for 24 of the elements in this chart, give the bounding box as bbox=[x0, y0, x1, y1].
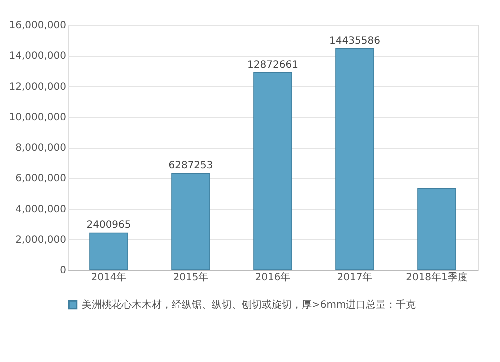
bar bbox=[90, 232, 128, 270]
y-tick-label: 12,000,000 bbox=[9, 82, 66, 93]
bar bbox=[172, 173, 210, 270]
legend-label: 美洲桃花心木木材，经纵锯、纵切、刨切或旋切，厚>6mm进口总量：千克 bbox=[82, 299, 416, 311]
y-tick-label: 4,000,000 bbox=[16, 204, 66, 216]
y-tick-label: 14,000,000 bbox=[9, 51, 66, 62]
x-tick-label: 2015年 bbox=[173, 272, 209, 284]
x-tick-label: 2016年 bbox=[255, 272, 291, 284]
y-tick-label: 8,000,000 bbox=[16, 143, 66, 154]
x-tick-label: 2018年1季度 bbox=[406, 272, 468, 284]
y-tick-label: 16,000,000 bbox=[9, 20, 66, 32]
y-tick-label: 10,000,000 bbox=[9, 112, 66, 124]
bar bbox=[254, 72, 292, 270]
x-tick-label: 2014年 bbox=[91, 272, 127, 284]
y-tick-label: 2,000,000 bbox=[16, 234, 66, 246]
bar bbox=[418, 188, 456, 270]
y-tick-label: 0 bbox=[60, 266, 66, 276]
data-label: 6287253 bbox=[168, 160, 214, 172]
data-label: 14435586 bbox=[330, 36, 380, 47]
y-tick-label: 6,000,000 bbox=[16, 174, 66, 185]
data-label: 12872661 bbox=[248, 60, 298, 71]
data-label: 2400965 bbox=[86, 220, 132, 232]
x-tick-label: 2017年 bbox=[337, 272, 373, 284]
bar bbox=[336, 48, 374, 270]
